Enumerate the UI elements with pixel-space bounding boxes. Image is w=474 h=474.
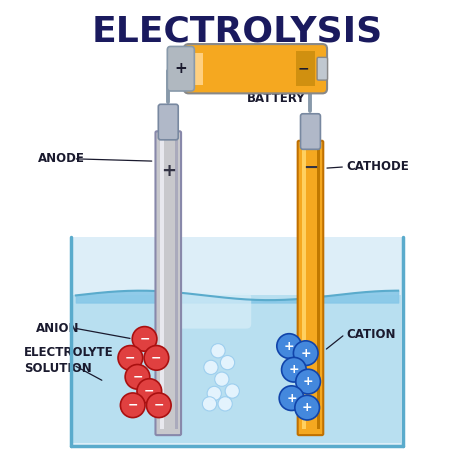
Text: CATHODE: CATHODE [346,160,409,173]
Circle shape [211,344,225,358]
Circle shape [296,369,320,394]
Bar [175,137,178,429]
Text: −: − [125,351,136,365]
Text: +: + [303,375,313,388]
FancyBboxPatch shape [155,131,181,435]
Bar [193,53,203,85]
Text: BATTERY: BATTERY [246,92,305,105]
Circle shape [293,341,318,365]
Text: ELECTROLYTE
SOLUTION: ELECTROLYTE SOLUTION [24,346,113,375]
Circle shape [146,393,171,418]
Bar [73,295,401,443]
Text: −: − [303,159,318,177]
Text: +: + [284,339,294,353]
Circle shape [295,395,319,420]
Circle shape [277,334,301,358]
Text: ANION: ANION [36,321,79,335]
Text: CATION: CATION [346,328,395,341]
Text: +: + [174,61,187,76]
Text: −: − [132,370,143,383]
FancyBboxPatch shape [167,46,194,91]
Circle shape [204,360,218,374]
Circle shape [120,393,145,418]
Text: ANODE: ANODE [38,152,85,165]
Text: +: + [301,346,311,360]
Text: +: + [289,363,299,376]
Text: +: + [302,401,312,414]
Circle shape [118,346,143,370]
Circle shape [144,346,169,370]
Text: ELECTROLYSIS: ELECTROLYSIS [91,14,383,48]
Bar [302,147,306,429]
Circle shape [218,397,232,411]
FancyBboxPatch shape [158,104,178,140]
Text: −: − [128,399,138,412]
Circle shape [132,327,157,351]
Text: −: − [154,399,164,412]
Text: −: − [139,332,150,346]
Circle shape [279,386,304,410]
Circle shape [220,356,235,370]
Circle shape [137,379,162,403]
Bar [317,147,320,429]
Circle shape [215,372,229,386]
Text: −: − [298,62,309,76]
Bar [296,51,315,86]
Circle shape [202,397,217,411]
FancyBboxPatch shape [301,114,320,149]
FancyBboxPatch shape [71,237,403,446]
Text: +: + [161,162,176,180]
Text: −: − [151,351,162,365]
Circle shape [282,357,306,382]
Circle shape [125,365,150,389]
FancyBboxPatch shape [317,57,328,80]
FancyBboxPatch shape [184,44,327,93]
FancyBboxPatch shape [175,293,251,328]
Text: −: − [144,384,155,398]
Text: +: + [286,392,297,405]
FancyBboxPatch shape [298,141,323,435]
Circle shape [207,386,221,401]
Bar [160,137,164,429]
Circle shape [225,384,239,398]
